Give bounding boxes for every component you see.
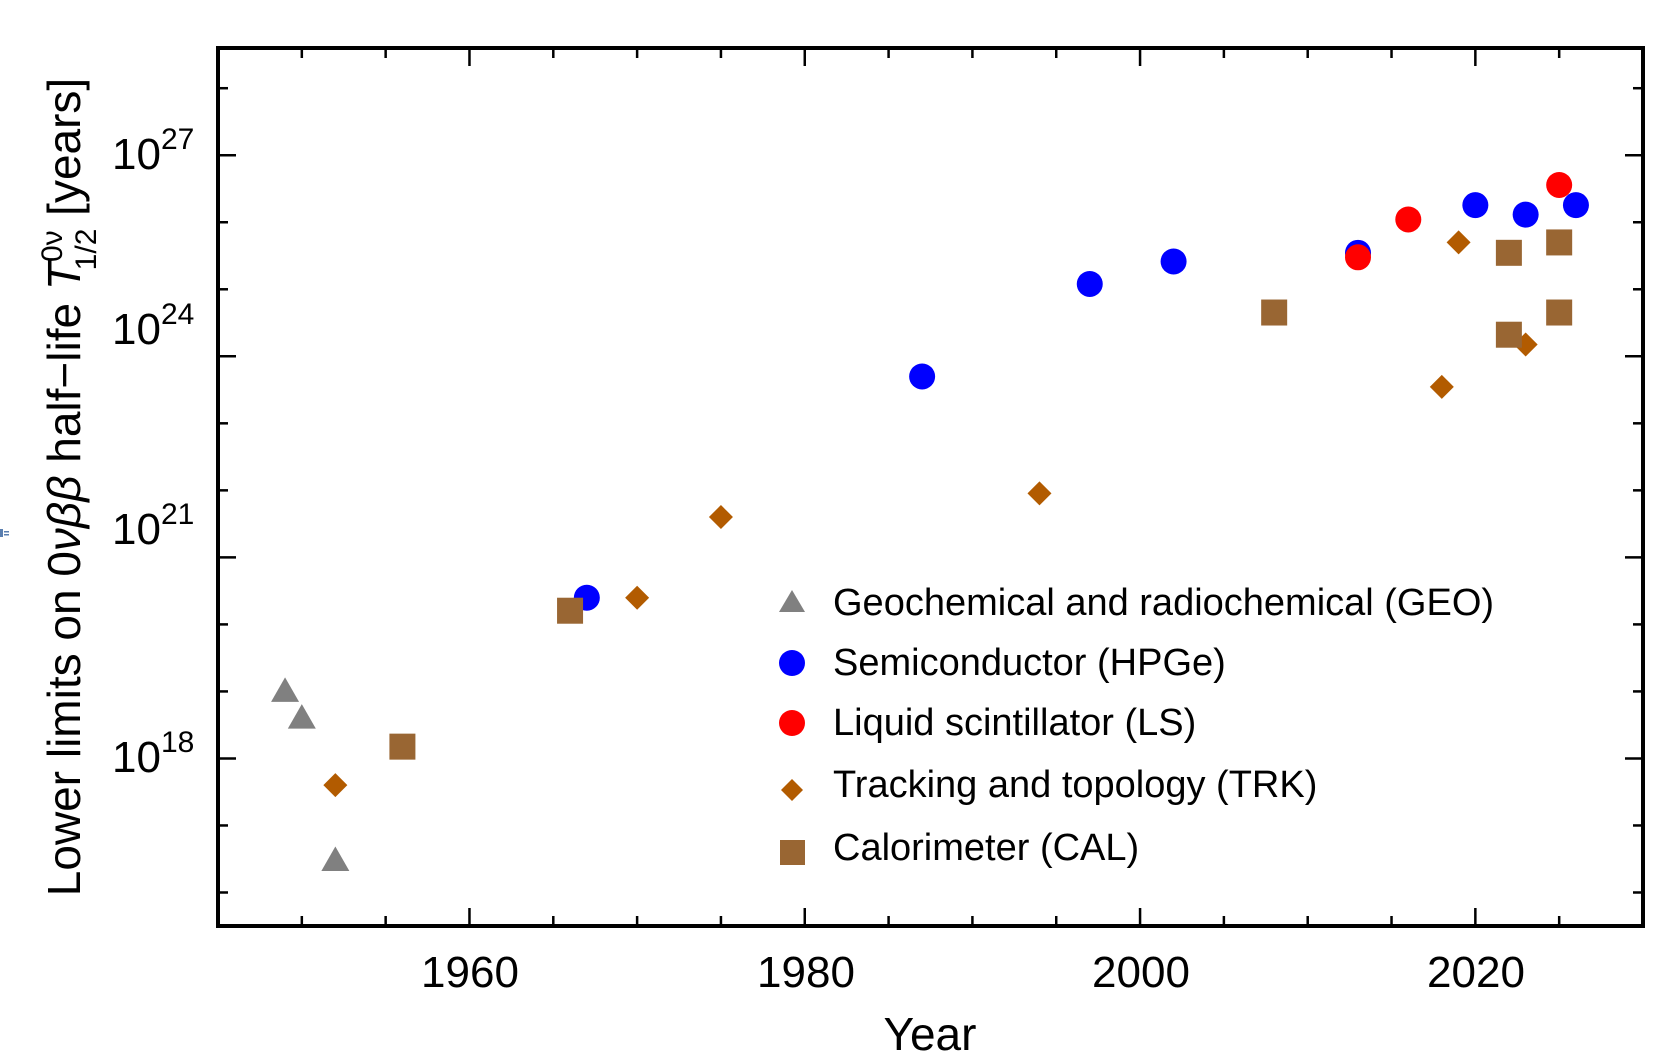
legend-hpge-circle-icon — [779, 650, 805, 676]
legend-label-cal: Calorimeter (CAL) — [833, 827, 1139, 869]
legend-ls-circle-icon — [779, 710, 805, 736]
data-point-cal-1 — [557, 597, 584, 624]
y-tick-label-1e24: 1024 — [112, 298, 194, 354]
data-point-geo-2 — [321, 846, 350, 872]
legend-label-ls: Liquid scintillator (LS) — [833, 702, 1196, 744]
data-point-hpge-6 — [1512, 201, 1539, 228]
data-point-ls-0 — [1345, 244, 1371, 271]
data-point-geo-1 — [287, 704, 316, 729]
data-point-hpge-3 — [1160, 248, 1187, 275]
x-axis-tick-labels: 1960 1980 2000 2020 — [421, 948, 1525, 997]
legend-label-geo: Geochemical and radiochemical (GEO) — [833, 582, 1494, 624]
y-axis-ticks — [218, 86, 1643, 894]
legend: Geochemical and radiochemical (GEO) Semi… — [779, 582, 1494, 869]
legend-cal-square-icon — [780, 840, 805, 865]
legend-item-trk: Tracking and topology (TRK) — [781, 764, 1317, 806]
legend-trk-diamond-icon — [781, 779, 803, 801]
legend-label-hpge: Semiconductor (HPGe) — [833, 642, 1226, 684]
data-point-cal-0 — [389, 733, 416, 760]
legend-item-geo: Geochemical and radiochemical (GEO) — [779, 582, 1494, 624]
x-tick-label-1960: 1960 — [421, 948, 519, 997]
edge-artifact-icon — [0, 529, 9, 537]
y-axis-tick-labels: 1018 1021 1024 1027 — [112, 123, 194, 782]
data-point-trk-3 — [1027, 481, 1052, 506]
y-tick-label-1e21: 1021 — [112, 498, 194, 554]
data-point-cal-2 — [1261, 299, 1288, 326]
legend-item-cal: Calorimeter (CAL) — [780, 827, 1139, 869]
data-point-hpge-1 — [909, 363, 936, 390]
legend-item-ls: Liquid scintillator (LS) — [779, 702, 1196, 744]
x-tick-label-2000: 2000 — [1092, 948, 1190, 997]
data-point-trk-0 — [323, 773, 348, 798]
data-point-trk-1 — [625, 585, 650, 610]
y-tick-label-1e27: 1027 — [112, 123, 194, 179]
data-point-hpge-5 — [1462, 192, 1489, 219]
data-point-cal-3 — [1495, 239, 1522, 266]
data-point-cal-6 — [1546, 299, 1573, 326]
x-tick-label-1980: 1980 — [757, 948, 855, 997]
plot-frame — [216, 46, 1645, 928]
x-tick-label-2020: 2020 — [1427, 948, 1525, 997]
y-tick-label-1e18: 1018 — [112, 726, 194, 782]
x-axis-ticks — [300, 48, 1561, 926]
data-point-hpge-2 — [1076, 270, 1103, 297]
data-point-cal-5 — [1546, 229, 1573, 256]
legend-geo-triangle-icon — [779, 590, 805, 612]
data-point-trk-4 — [1429, 374, 1454, 399]
data-markers — [271, 171, 1589, 872]
data-point-trk-5 — [1446, 230, 1471, 255]
y-axis-title: Lower limits on 0νββ half−life T0ν1/2 [y… — [36, 78, 103, 896]
data-point-cal-4 — [1495, 321, 1522, 348]
data-point-ls-1 — [1395, 206, 1422, 233]
data-point-hpge-7 — [1562, 192, 1589, 219]
data-point-ls-2 — [1546, 171, 1573, 198]
data-point-trk-2 — [708, 505, 733, 530]
x-axis-title: Year — [884, 1008, 977, 1058]
legend-item-hpge: Semiconductor (HPGe) — [779, 642, 1226, 684]
legend-label-trk: Tracking and topology (TRK) — [833, 764, 1317, 806]
data-point-geo-0 — [271, 677, 300, 702]
